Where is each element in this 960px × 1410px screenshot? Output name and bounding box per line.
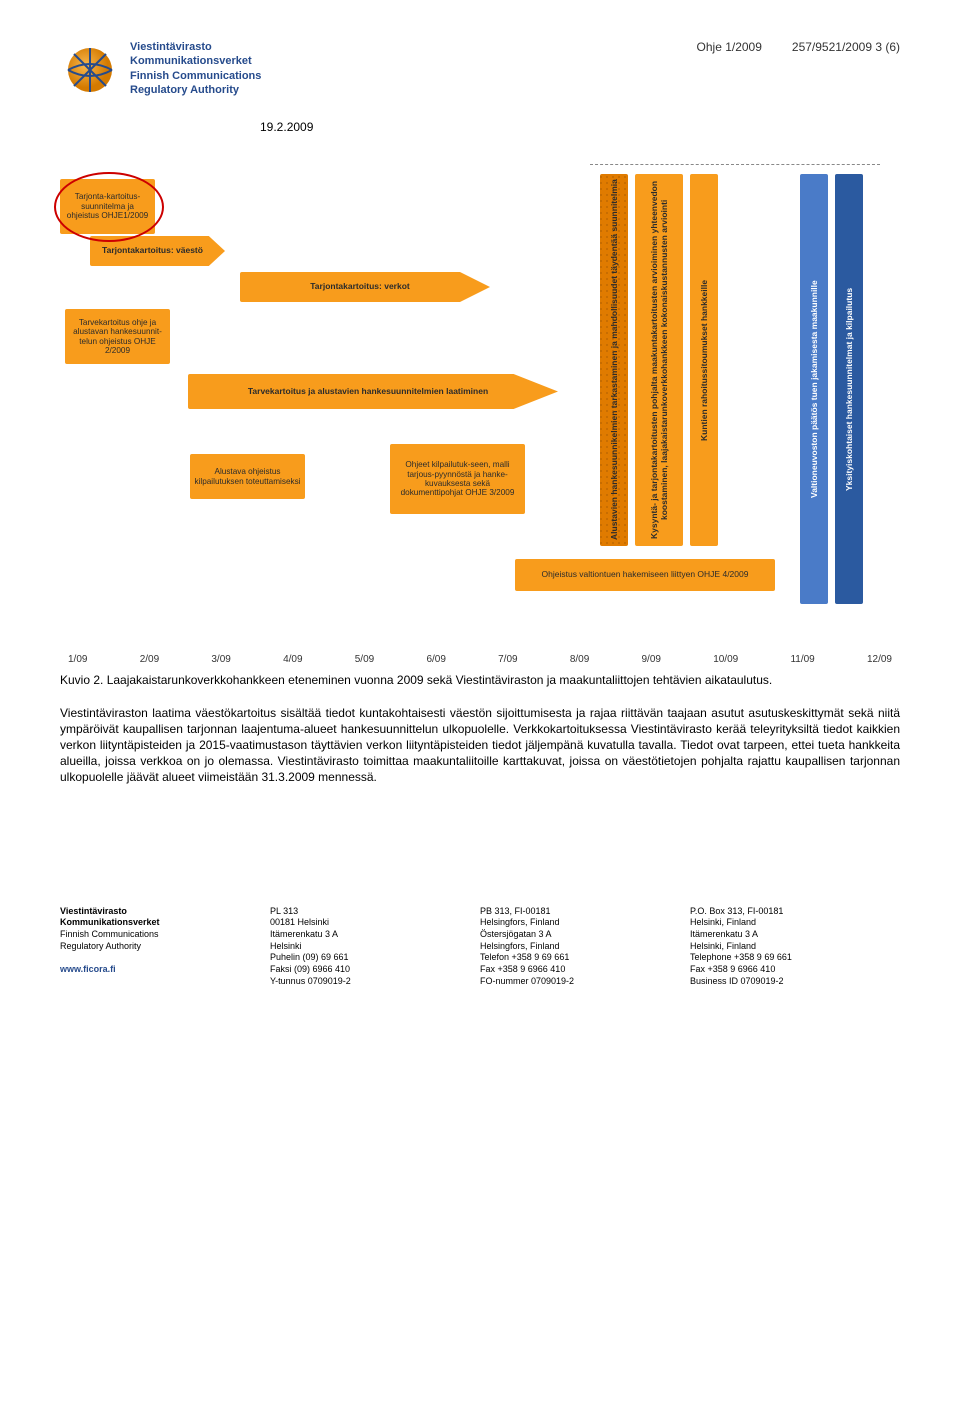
timeline-tick: 10/09 [713, 654, 738, 665]
chart-vertical-bar: Kuntien rahoitussitoumukset hankkeille [690, 174, 718, 546]
logo-text: ViestintävirastoKommunikationsverketFinn… [130, 40, 261, 97]
chart-box: Tarjontakartoitus: verkot [240, 272, 490, 302]
timeline-tick: 9/09 [642, 654, 661, 665]
chart-box: Alustava ohjeistus kilpailutuksen toteut… [190, 454, 305, 499]
footer: ViestintävirastoKommunikationsverketFinn… [60, 906, 900, 988]
chart-box: Tarvekartoitus ohje ja alustavan hankesu… [65, 309, 170, 364]
gantt-chart: Tarjonta-kartoitus-suunnitelma ja ohjeis… [60, 164, 880, 644]
timeline-tick: 5/09 [355, 654, 374, 665]
footer-column: PL 31300181 HelsinkiItämerenkatu 3 AHels… [270, 906, 480, 988]
chart-vertical-bar: Valtioneuvoston päätös tuen jakamisesta … [800, 174, 828, 604]
timeline-tick: 4/09 [283, 654, 302, 665]
date: 19.2.2009 [260, 120, 900, 134]
chart-box: Ohjeistus valtiontuen hakemiseen liittye… [515, 559, 775, 591]
timeline-tick: 6/09 [426, 654, 445, 665]
globe-logo-icon [60, 40, 120, 100]
footer-column: PB 313, FI-00181Helsingfors, FinlandÖste… [480, 906, 690, 988]
chart-vertical-bar: Kysyntä- ja tarjontakartoitusten pohjalt… [635, 174, 683, 546]
timeline-tick: 2/09 [140, 654, 159, 665]
doc-ref: Ohje 1/2009 [697, 40, 762, 54]
figure-caption: Kuvio 2. Laajakaistarunkoverkkohankkeen … [60, 673, 840, 689]
document-header: ViestintävirastoKommunikationsverketFinn… [60, 40, 900, 100]
dashed-divider [590, 164, 880, 165]
highlight-circle [54, 172, 164, 242]
doc-meta: Ohje 1/2009 257/9521/2009 3 (6) [697, 40, 900, 54]
timeline-tick: 3/09 [211, 654, 230, 665]
chart-vertical-bar: Alustavien hankesuunnikelmien tarkastami… [600, 174, 628, 546]
footer-column: P.O. Box 313, FI-00181Helsinki, FinlandI… [690, 906, 900, 988]
timeline-tick: 7/09 [498, 654, 517, 665]
page-ref: 257/9521/2009 3 (6) [792, 40, 900, 54]
logo-block: ViestintävirastoKommunikationsverketFinn… [60, 40, 261, 100]
timeline-tick: 8/09 [570, 654, 589, 665]
chart-vertical-bar: Yksityiskohtaiset hankesuunnitelmat ja k… [835, 174, 863, 604]
body-paragraph: Viestintäviraston laatima väestökartoitu… [60, 705, 900, 786]
chart-box: Ohjeet kilpailutuk-seen, malli tarjous-p… [390, 444, 525, 514]
timeline-tick: 11/09 [790, 654, 814, 665]
chart-box: Tarvekartoitus ja alustavien hankesuunni… [188, 374, 558, 409]
footer-column: ViestintävirastoKommunikationsverketFinn… [60, 906, 270, 988]
timeline-tick: 1/09 [68, 654, 87, 665]
timeline-tick: 12/09 [867, 654, 892, 665]
timeline-axis: 1/09 2/09 3/09 4/09 5/09 6/09 7/09 8/09 9/09 10/0… [60, 654, 900, 665]
